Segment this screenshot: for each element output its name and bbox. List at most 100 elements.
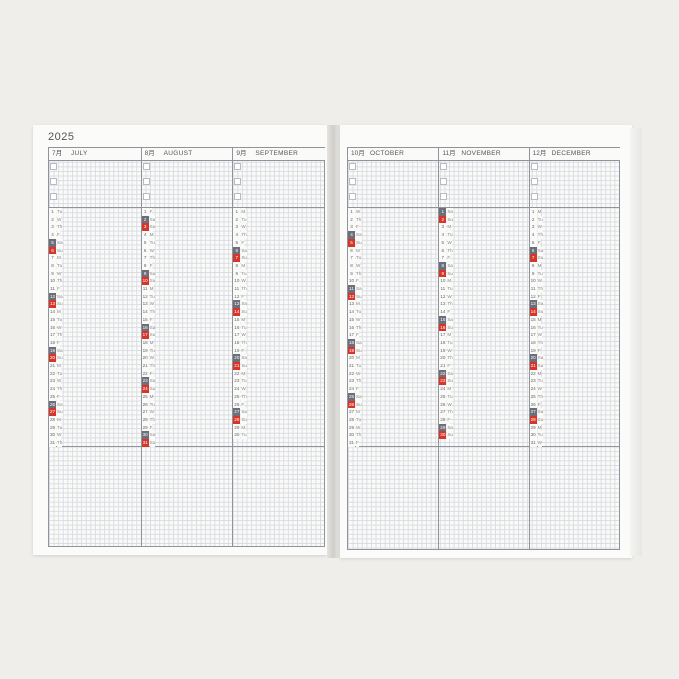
- weekday-label: M: [537, 208, 542, 216]
- weekday-label: Su: [241, 362, 247, 370]
- checkbox[interactable]: [530, 163, 538, 170]
- day-number: 18: [233, 338, 241, 347]
- weekday-label: F: [149, 261, 153, 270]
- checkbox[interactable]: [349, 193, 356, 200]
- checkbox[interactable]: [234, 193, 242, 200]
- day-row: 31 Su: [141, 439, 156, 447]
- day-row: 23 Th: [348, 377, 362, 386]
- day-number: 21: [529, 362, 537, 370]
- checkbox[interactable]: [234, 163, 242, 170]
- checkbox[interactable]: [142, 163, 150, 170]
- weekday-label: M: [241, 208, 246, 216]
- weekday-label: Sa: [537, 246, 544, 255]
- monthly-goals-box: [49, 161, 141, 208]
- weekday-label: Su: [447, 377, 453, 386]
- day-number: 6: [529, 246, 537, 255]
- weekday-label: Su: [537, 254, 544, 262]
- day-number: 28: [348, 415, 355, 424]
- weekday-label: F: [241, 400, 245, 409]
- weekday-label: Tu: [149, 346, 155, 355]
- day-number: 24: [348, 385, 355, 393]
- weekday-label: Su: [356, 292, 362, 301]
- weekday-label: M: [241, 369, 246, 378]
- checkbox[interactable]: [530, 193, 538, 200]
- day-number: 24: [233, 385, 241, 393]
- weekday-label: Su: [537, 308, 544, 316]
- day-row: 23 Tu: [529, 377, 543, 386]
- checkbox[interactable]: [50, 193, 57, 200]
- weekday-label: F: [356, 439, 359, 447]
- checkbox[interactable]: [530, 178, 538, 185]
- weekday-label: Sa: [356, 285, 362, 293]
- checkbox[interactable]: [50, 178, 57, 185]
- weekday-label: Tu: [149, 400, 155, 409]
- weekday-label: Su: [447, 323, 453, 332]
- weekday-label: F: [149, 423, 153, 432]
- day-number: 11: [529, 285, 537, 293]
- day-number: 15: [49, 315, 56, 324]
- day-number: 7: [348, 254, 355, 262]
- day-row: 27 Sa: [233, 408, 247, 416]
- day-number: 24: [141, 385, 149, 393]
- weekday-label: Th: [241, 285, 247, 293]
- monthly-goals-box: [529, 161, 620, 208]
- day-row: 5 Su: [348, 238, 362, 247]
- day-number: 6: [141, 246, 149, 255]
- day-row: 4 Th: [529, 231, 544, 239]
- day-row: 7 Th: [141, 254, 156, 262]
- weekday-label: F: [356, 223, 359, 232]
- weekday-label: M: [447, 223, 452, 232]
- day-row: 1 Sa: [439, 208, 453, 216]
- weekday-label: W: [149, 246, 154, 255]
- day-row: 4 Sa: [348, 231, 362, 239]
- day-number: 10: [141, 277, 149, 285]
- weekday-label: F: [356, 331, 359, 339]
- day-number: 12: [233, 292, 241, 301]
- checkbox[interactable]: [440, 163, 448, 170]
- weekday-label: Th: [356, 431, 362, 439]
- month-column: 9月 SEPTEMBER 1 M 2 Tu 3 W 4 Th 5 F 6 Sa 7 Su 8 M 9 Tu 10 W 1…: [232, 148, 325, 546]
- day-row: 13 W: [141, 300, 154, 309]
- day-number: 9: [141, 269, 149, 278]
- weekday-label: Th: [57, 439, 63, 447]
- day-number: 30: [529, 431, 537, 439]
- day-row: 13 M: [348, 300, 360, 309]
- checkbox[interactable]: [142, 178, 150, 185]
- day-row: 16 Th: [348, 323, 362, 332]
- day-number: 12: [439, 292, 447, 301]
- weekday-label: M: [356, 408, 360, 416]
- weekday-label: Tu: [537, 215, 543, 224]
- day-row: 25 M: [141, 392, 154, 401]
- checkbox[interactable]: [234, 178, 242, 185]
- weekday-label: Sa: [241, 246, 247, 255]
- day-number: 18: [49, 338, 56, 347]
- day-number: 26: [529, 400, 537, 409]
- month-number: 9月: [236, 150, 247, 157]
- day-number: 14: [439, 308, 447, 316]
- month-column: 8月 AUGUST 1 F 2 Sa 3 Su 4 M 5 Tu 6 W 7 Th 8 F 9 Sa 10 Su 11 M…: [140, 148, 234, 546]
- day-number: 16: [233, 323, 241, 332]
- day-number: 30: [348, 431, 355, 439]
- day-number: 13: [141, 300, 149, 309]
- day-row: 18 Th: [233, 338, 247, 347]
- checkbox[interactable]: [50, 163, 57, 170]
- weekday-label: M: [57, 308, 61, 316]
- day-row: 2 Sa: [141, 215, 156, 224]
- day-number: 14: [49, 308, 56, 316]
- day-number: 9: [49, 269, 56, 278]
- checkbox[interactable]: [349, 163, 356, 170]
- checkbox[interactable]: [440, 178, 448, 185]
- weekday-label: M: [57, 415, 61, 424]
- checkbox[interactable]: [440, 193, 448, 200]
- checkbox[interactable]: [142, 193, 150, 200]
- checkbox[interactable]: [349, 178, 356, 185]
- day-number: 4: [348, 231, 355, 239]
- weekday-label: W: [447, 346, 452, 355]
- day-number: 21: [348, 362, 355, 370]
- day-row: 22 M: [529, 369, 542, 378]
- day-number: 18: [348, 338, 355, 347]
